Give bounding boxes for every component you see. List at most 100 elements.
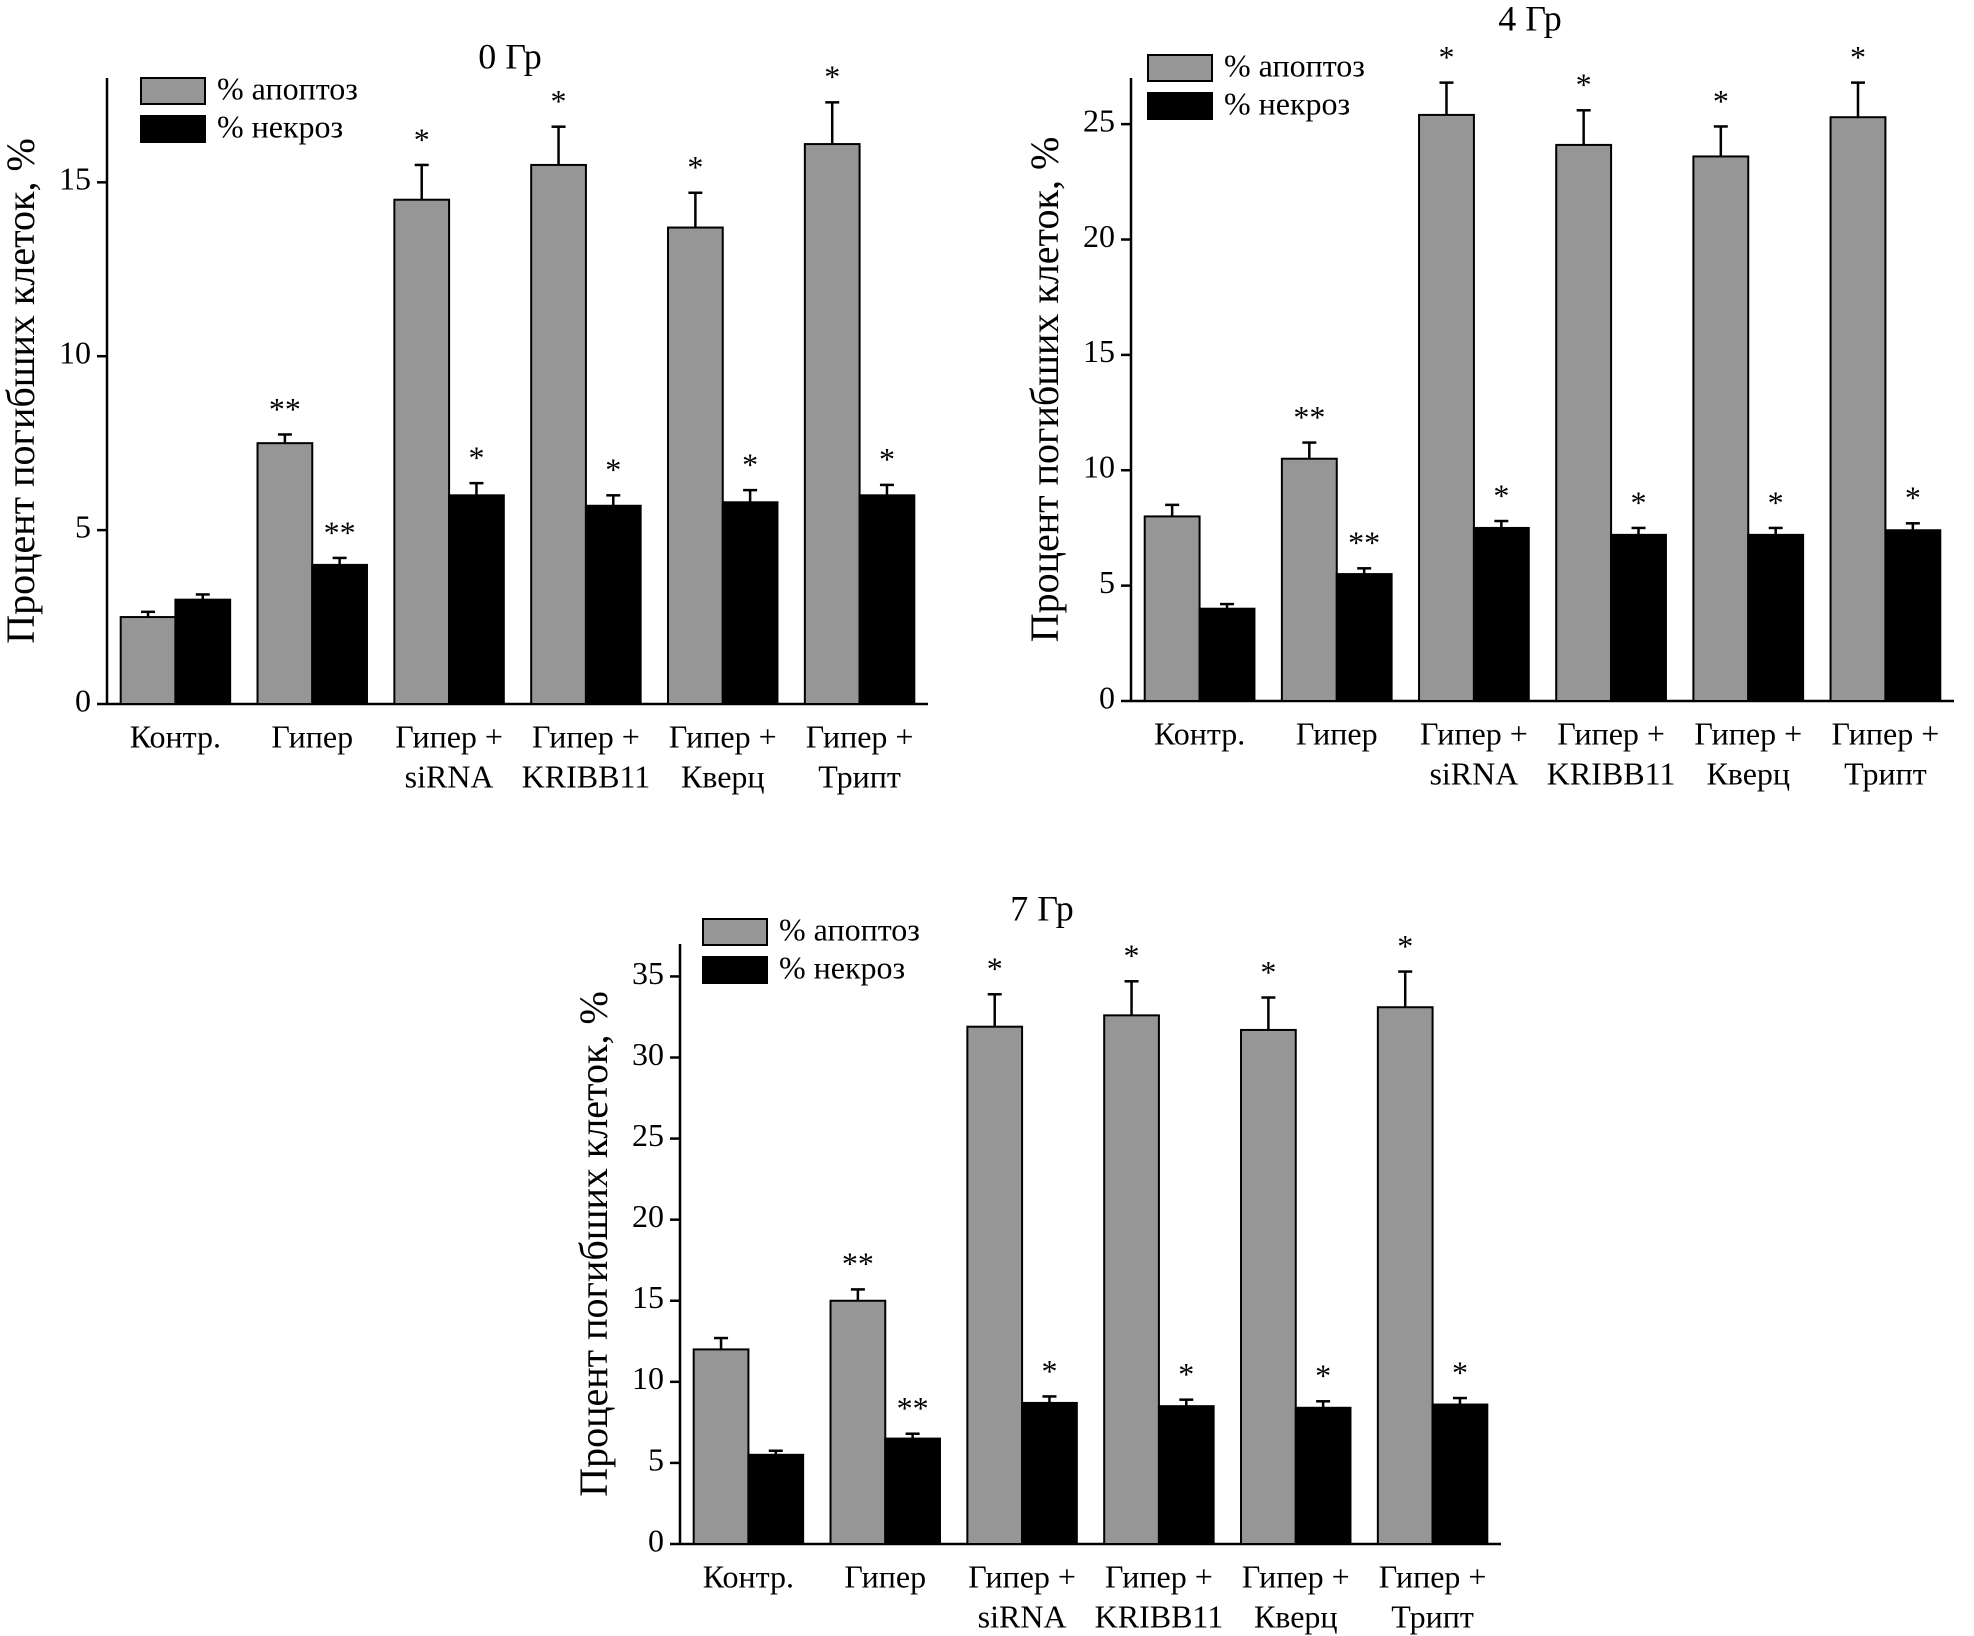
bar — [1610, 533, 1667, 702]
significance-label: * — [1124, 938, 1140, 974]
legend-label: % некроз — [1224, 85, 1350, 121]
x-tick-label: Гипер + — [395, 718, 503, 754]
y-tick-label: 35 — [632, 955, 664, 991]
bar — [1280, 457, 1338, 702]
significance-label: ** — [842, 1246, 874, 1282]
bar — [174, 598, 232, 706]
x-tick-label: Гипер + — [1420, 715, 1528, 751]
legend-label: % некроз — [217, 108, 343, 144]
x-tick-label: Гипер + — [1694, 715, 1802, 751]
significance-label: * — [1850, 39, 1866, 75]
significance-label: * — [1493, 477, 1509, 513]
y-tick-label: 20 — [632, 1198, 664, 1234]
x-tick-label: Гипер + — [669, 718, 777, 754]
x-tick-label: KRIBB11 — [1547, 755, 1676, 791]
legend-label: % апоптоз — [779, 911, 920, 947]
x-tick-label: Контр. — [130, 718, 221, 754]
significance-label: * — [1260, 954, 1276, 990]
x-tick-label: siRNA — [405, 758, 494, 794]
bar — [1829, 116, 1887, 702]
x-tick-label: KRIBB11 — [1095, 1598, 1224, 1634]
significance-label: * — [605, 452, 621, 488]
significance-label: * — [1438, 39, 1454, 75]
x-tick-label: Гипер — [1296, 715, 1378, 751]
significance-label: * — [824, 59, 840, 95]
x-tick-label: Гипер + — [532, 718, 640, 754]
y-tick-label: 30 — [632, 1036, 664, 1072]
bar — [692, 1348, 750, 1545]
y-axis-label: Процент погибших клеток, % — [0, 138, 43, 644]
bar — [448, 494, 505, 706]
legend-swatch — [1147, 54, 1213, 82]
x-tick-label: siRNA — [978, 1598, 1067, 1634]
significance-label: * — [879, 441, 895, 477]
y-tick-label: 15 — [632, 1279, 664, 1315]
x-tick-label: siRNA — [1429, 755, 1518, 791]
y-tick-label: 20 — [1083, 218, 1115, 254]
x-tick-label: Контр. — [1154, 715, 1245, 751]
significance-label: ** — [1293, 399, 1325, 435]
bar — [829, 1299, 887, 1545]
x-tick-label: Гипер + — [1557, 715, 1665, 751]
bar — [584, 504, 642, 705]
bar — [1294, 1406, 1352, 1546]
significance-label: * — [1631, 484, 1647, 520]
bar — [667, 226, 724, 706]
bar — [119, 616, 177, 705]
bar — [1884, 529, 1942, 702]
bar — [311, 563, 368, 706]
bar — [966, 1025, 1024, 1546]
legend-swatch — [140, 115, 206, 143]
x-tick-label: Гипер + — [1105, 1558, 1213, 1594]
significance-label: * — [1905, 480, 1921, 516]
significance-label: ** — [269, 391, 301, 427]
bar — [721, 501, 779, 705]
bar — [884, 1437, 941, 1546]
x-tick-label: Трипт — [1391, 1598, 1474, 1634]
significance-label: ** — [897, 1390, 929, 1426]
significance-label: * — [987, 951, 1003, 987]
significance-label: ** — [324, 514, 356, 550]
legend-label: % апоптоз — [217, 70, 358, 106]
bar — [256, 442, 314, 705]
significance-label: * — [414, 121, 430, 157]
bar — [1143, 515, 1201, 702]
bar — [1240, 1028, 1297, 1545]
chart-title: 7 Гр — [1010, 888, 1074, 928]
significance-label: * — [687, 149, 703, 185]
bar — [1418, 113, 1475, 702]
x-tick-label: Гипер + — [1832, 715, 1940, 751]
y-tick-label: 10 — [59, 335, 91, 371]
significance-label: * — [1041, 1353, 1057, 1389]
bar — [530, 163, 587, 705]
significance-label: ** — [1348, 525, 1380, 561]
significance-label: * — [1178, 1356, 1194, 1392]
y-tick-label: 25 — [632, 1117, 664, 1153]
legend-swatch — [140, 77, 206, 105]
y-tick-label: 0 — [648, 1522, 664, 1558]
x-tick-label: Кверц — [681, 758, 765, 794]
significance-label: * — [1768, 484, 1784, 520]
x-tick-label: Гипер — [844, 1558, 926, 1594]
legend-label: % апоптоз — [1224, 47, 1365, 83]
x-tick-label: Трипт — [818, 758, 901, 794]
x-tick-label: Кверц — [1706, 755, 1790, 791]
y-tick-label: 0 — [1099, 679, 1115, 715]
bar — [1376, 1006, 1434, 1545]
bar — [1157, 1405, 1215, 1545]
y-tick-label: 10 — [632, 1360, 664, 1396]
bar — [747, 1453, 805, 1545]
legend-swatch — [702, 956, 768, 984]
y-tick-label: 10 — [1083, 449, 1115, 485]
bar — [1555, 143, 1613, 703]
significance-label: * — [1452, 1354, 1468, 1390]
bar — [1021, 1401, 1078, 1546]
significance-label: * — [1576, 67, 1592, 103]
x-tick-label: Гипер + — [806, 718, 914, 754]
x-tick-label: Гипер — [271, 718, 353, 754]
x-tick-label: KRIBB11 — [522, 758, 651, 794]
bar — [803, 143, 861, 706]
chart-title: 4 Гр — [1498, 0, 1562, 38]
